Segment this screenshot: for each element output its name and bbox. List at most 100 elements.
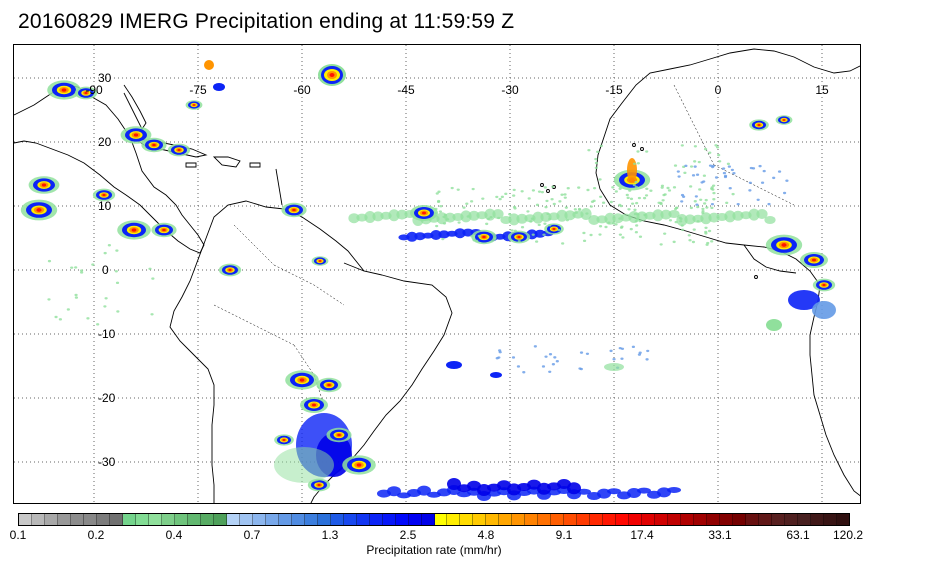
- rain-cell: [788, 290, 820, 310]
- rain-cell: [638, 235, 643, 238]
- rain-cell: [556, 209, 568, 222]
- colorbar-swatch: [278, 514, 292, 525]
- lesser-antilles: [275, 168, 283, 206]
- rain-cell: [560, 193, 564, 196]
- rain-cell: [520, 226, 525, 229]
- precipitation-field: [20, 60, 836, 501]
- rain-cell: [563, 196, 567, 199]
- colorbar-swatch: [70, 514, 84, 525]
- rain-cell: [543, 186, 547, 189]
- colorbar-swatch: [291, 514, 305, 525]
- colorbar-swatch: [837, 514, 849, 525]
- rain-cell: [414, 232, 426, 241]
- rain-cell: [637, 196, 642, 200]
- rain-cell: [731, 192, 735, 196]
- precipitation-map[interactable]: -90 -75 -60 -45 -30 -15 0 15 30 20 10 0 …: [13, 44, 861, 504]
- rain-cell: [133, 133, 139, 137]
- colorbar-tick-label: 120.2: [832, 528, 864, 542]
- rain-cell: [672, 240, 676, 244]
- rain-cell: [724, 210, 736, 223]
- rain-cell: [772, 176, 776, 180]
- rain-cell: [70, 266, 74, 269]
- rain-cell: [557, 228, 561, 232]
- rain-cell: [722, 171, 727, 175]
- rain-cell: [131, 228, 137, 232]
- colorbar-swatch: [668, 514, 682, 525]
- rain-cell: [717, 153, 721, 157]
- rain-cell: [485, 222, 489, 226]
- colorbar-label: Precipitation rate (mm/hr): [366, 543, 502, 557]
- rain-cell: [604, 212, 616, 225]
- rain-cell: [551, 185, 555, 188]
- colorbar-swatch: [174, 514, 188, 525]
- rain-cell: [601, 201, 606, 204]
- rain-cell: [612, 357, 616, 361]
- rain-cell: [704, 226, 708, 230]
- rain-cell: [550, 197, 554, 201]
- rain-cell: [674, 206, 679, 210]
- rain-cell: [535, 203, 540, 207]
- rain-cell: [696, 220, 700, 223]
- rain-cell: [481, 197, 485, 200]
- rain-cell: [520, 190, 524, 193]
- rain-cell: [434, 207, 438, 211]
- rain-cell: [682, 195, 686, 198]
- rain-cell: [531, 189, 536, 192]
- rain-cell: [672, 186, 677, 189]
- colorbar-swatch: [434, 514, 448, 525]
- rain-cell: [537, 223, 541, 227]
- colorbar-swatch: [57, 514, 71, 525]
- rain-cell: [710, 186, 714, 189]
- rain-cell: [552, 202, 556, 206]
- rain-cell: [712, 198, 716, 201]
- rain-cell: [36, 208, 42, 212]
- colorbar-swatch: [135, 514, 149, 525]
- rain-cell: [80, 271, 84, 274]
- rain-cell: [364, 211, 376, 223]
- rain-cell: [516, 365, 521, 368]
- colorbar-swatch: [109, 514, 123, 525]
- rain-cell: [151, 277, 155, 280]
- rain-cell: [629, 227, 633, 231]
- rain-cell: [348, 213, 360, 224]
- rain-cell: [372, 211, 384, 222]
- rain-cell: [422, 211, 426, 215]
- rain-cell: [299, 378, 305, 382]
- rain-cell: [635, 224, 639, 227]
- rain-cell: [611, 186, 615, 189]
- lon-label: -75: [189, 83, 207, 97]
- rain-cell: [396, 209, 408, 220]
- rain-cell: [662, 193, 666, 197]
- rain-cell: [439, 205, 443, 208]
- rain-cell: [579, 367, 583, 371]
- rain-cell: [725, 201, 729, 205]
- rain-cell: [115, 281, 120, 285]
- rain-cell: [628, 189, 632, 192]
- rain-cell: [614, 223, 618, 226]
- rain-cell: [544, 355, 548, 358]
- colorbar-tick-label: 9.1: [555, 528, 573, 542]
- africa-coast: [595, 48, 860, 497]
- rain-cell: [718, 160, 722, 163]
- colorbar-swatch: [200, 514, 214, 525]
- rain-cell: [618, 217, 622, 220]
- rain-cell: [500, 195, 504, 199]
- rain-cell: [676, 170, 680, 173]
- rain-cell: [715, 146, 720, 149]
- rain-cell: [356, 463, 362, 467]
- rain-cell: [609, 200, 613, 204]
- rain-cell: [510, 229, 514, 232]
- lat-label: -30: [98, 455, 116, 469]
- rain-cell: [516, 213, 528, 224]
- colorbar-swatch: [265, 514, 279, 525]
- rain-cell: [74, 266, 78, 269]
- rain-cell: [489, 216, 493, 219]
- rain-cell: [680, 200, 684, 203]
- rain-cell: [543, 222, 547, 225]
- rain-cell: [531, 233, 535, 236]
- colorbar-tick-label: 4.8: [477, 528, 495, 542]
- rain-cell: [74, 293, 78, 297]
- rain-cell: [96, 323, 100, 326]
- rain-cell: [406, 231, 418, 242]
- rain-cell: [41, 183, 47, 187]
